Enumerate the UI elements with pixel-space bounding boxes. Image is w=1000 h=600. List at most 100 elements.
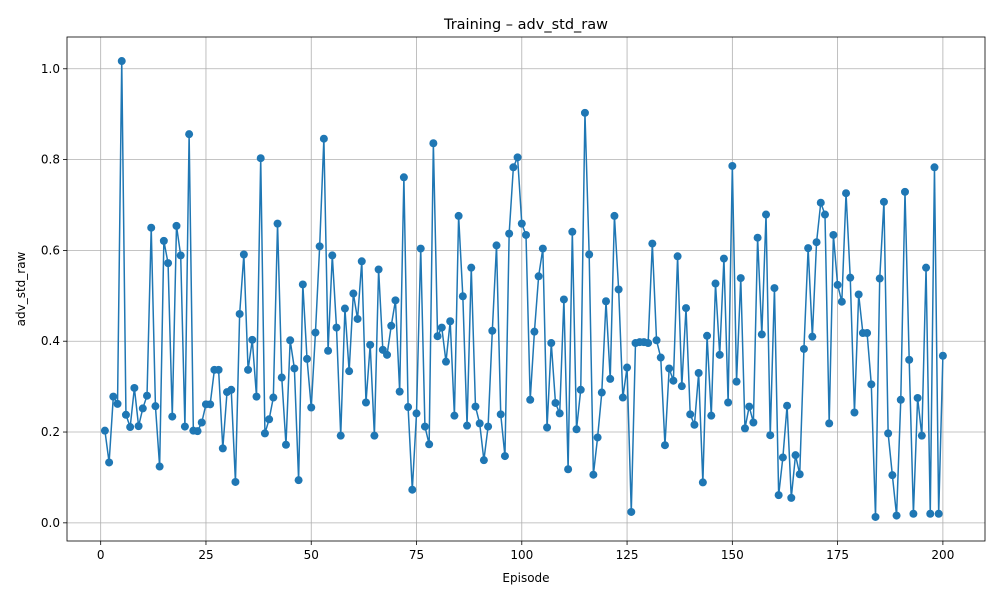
data-point xyxy=(719,254,728,263)
data-point xyxy=(614,285,623,294)
data-point xyxy=(311,328,320,337)
y-tick-label: 1.0 xyxy=(41,62,60,76)
data-point xyxy=(412,409,421,418)
data-point xyxy=(395,387,404,396)
data-point xyxy=(180,422,189,431)
data-point xyxy=(467,263,476,272)
data-point xyxy=(770,284,779,293)
data-point xyxy=(724,398,733,407)
data-point xyxy=(328,251,337,260)
data-point xyxy=(808,332,817,341)
y-tick-label: 0.2 xyxy=(41,425,60,439)
data-point xyxy=(151,402,160,411)
data-point xyxy=(281,440,290,449)
data-point xyxy=(791,451,800,460)
x-tick-label: 200 xyxy=(931,548,954,562)
data-point xyxy=(307,403,316,412)
data-point xyxy=(585,250,594,259)
data-point xyxy=(319,134,328,143)
data-point xyxy=(265,415,274,424)
y-axis-label: adv_std_raw xyxy=(14,251,28,326)
data-point xyxy=(143,391,152,400)
data-point xyxy=(244,365,253,374)
data-point xyxy=(155,462,164,471)
data-point xyxy=(332,323,341,332)
x-tick-label: 25 xyxy=(198,548,213,562)
data-point xyxy=(159,236,168,245)
data-point xyxy=(463,421,472,430)
data-point xyxy=(218,444,227,453)
data-point xyxy=(109,392,118,401)
data-point xyxy=(408,485,417,494)
data-point xyxy=(564,465,573,474)
data-point xyxy=(677,382,686,391)
data-point xyxy=(193,427,202,436)
data-point xyxy=(892,511,901,520)
data-point xyxy=(740,424,749,433)
data-point xyxy=(846,273,855,282)
data-point xyxy=(820,210,829,219)
data-point xyxy=(387,321,396,330)
data-point xyxy=(176,251,185,260)
series-line xyxy=(104,60,944,518)
data-point xyxy=(185,130,194,139)
data-point xyxy=(618,393,627,402)
data-point xyxy=(610,211,619,220)
data-point xyxy=(576,385,585,394)
data-point xyxy=(361,398,370,407)
chart-title: Training – adv_std_raw xyxy=(443,17,608,33)
data-point xyxy=(875,274,884,283)
data-point xyxy=(736,274,745,283)
data-point xyxy=(682,304,691,313)
data-point xyxy=(526,395,535,404)
data-point xyxy=(703,331,712,340)
data-point xyxy=(353,314,362,323)
plot-area-frame xyxy=(66,36,986,542)
data-point xyxy=(345,367,354,376)
data-point xyxy=(290,364,299,373)
data-point xyxy=(543,423,552,432)
data-point xyxy=(366,340,375,349)
data-point xyxy=(513,153,522,162)
y-tick-label: 0.8 xyxy=(41,153,60,167)
data-point xyxy=(597,388,606,397)
data-point xyxy=(425,440,434,449)
data-point xyxy=(168,412,177,421)
data-point xyxy=(496,410,505,419)
data-point xyxy=(804,244,813,253)
data-point xyxy=(812,238,821,247)
data-point xyxy=(715,350,724,359)
x-tick-label: 175 xyxy=(826,548,849,562)
data-point xyxy=(260,429,269,438)
data-point xyxy=(100,426,109,435)
axis-ticks: 0 25 50 75 100 125 150 175 200 0.0 0.2 0.4 0.6 0.8 1.0 xyxy=(41,62,954,562)
series-adv-std-raw xyxy=(100,57,947,521)
data-point xyxy=(572,425,581,434)
data-point xyxy=(429,139,438,148)
data-point xyxy=(484,422,493,431)
data-point xyxy=(593,433,602,442)
data-point xyxy=(656,353,665,362)
data-point xyxy=(909,509,918,518)
data-point xyxy=(164,259,173,268)
data-point xyxy=(854,290,863,299)
data-point xyxy=(850,408,859,417)
data-point xyxy=(269,393,278,402)
data-point xyxy=(660,441,669,450)
data-point xyxy=(787,493,796,502)
data-point xyxy=(294,476,303,485)
data-point xyxy=(105,458,114,467)
data-point xyxy=(130,383,139,392)
y-tick-label: 0.6 xyxy=(41,243,60,257)
data-point xyxy=(711,279,720,288)
data-point xyxy=(934,509,943,518)
data-point xyxy=(559,295,568,304)
data-point xyxy=(568,227,577,236)
data-point xyxy=(926,509,935,518)
data-point xyxy=(433,332,442,341)
data-point xyxy=(652,336,661,345)
data-point xyxy=(606,374,615,383)
data-point xyxy=(357,257,366,266)
data-point xyxy=(286,336,295,345)
data-point xyxy=(648,239,657,248)
